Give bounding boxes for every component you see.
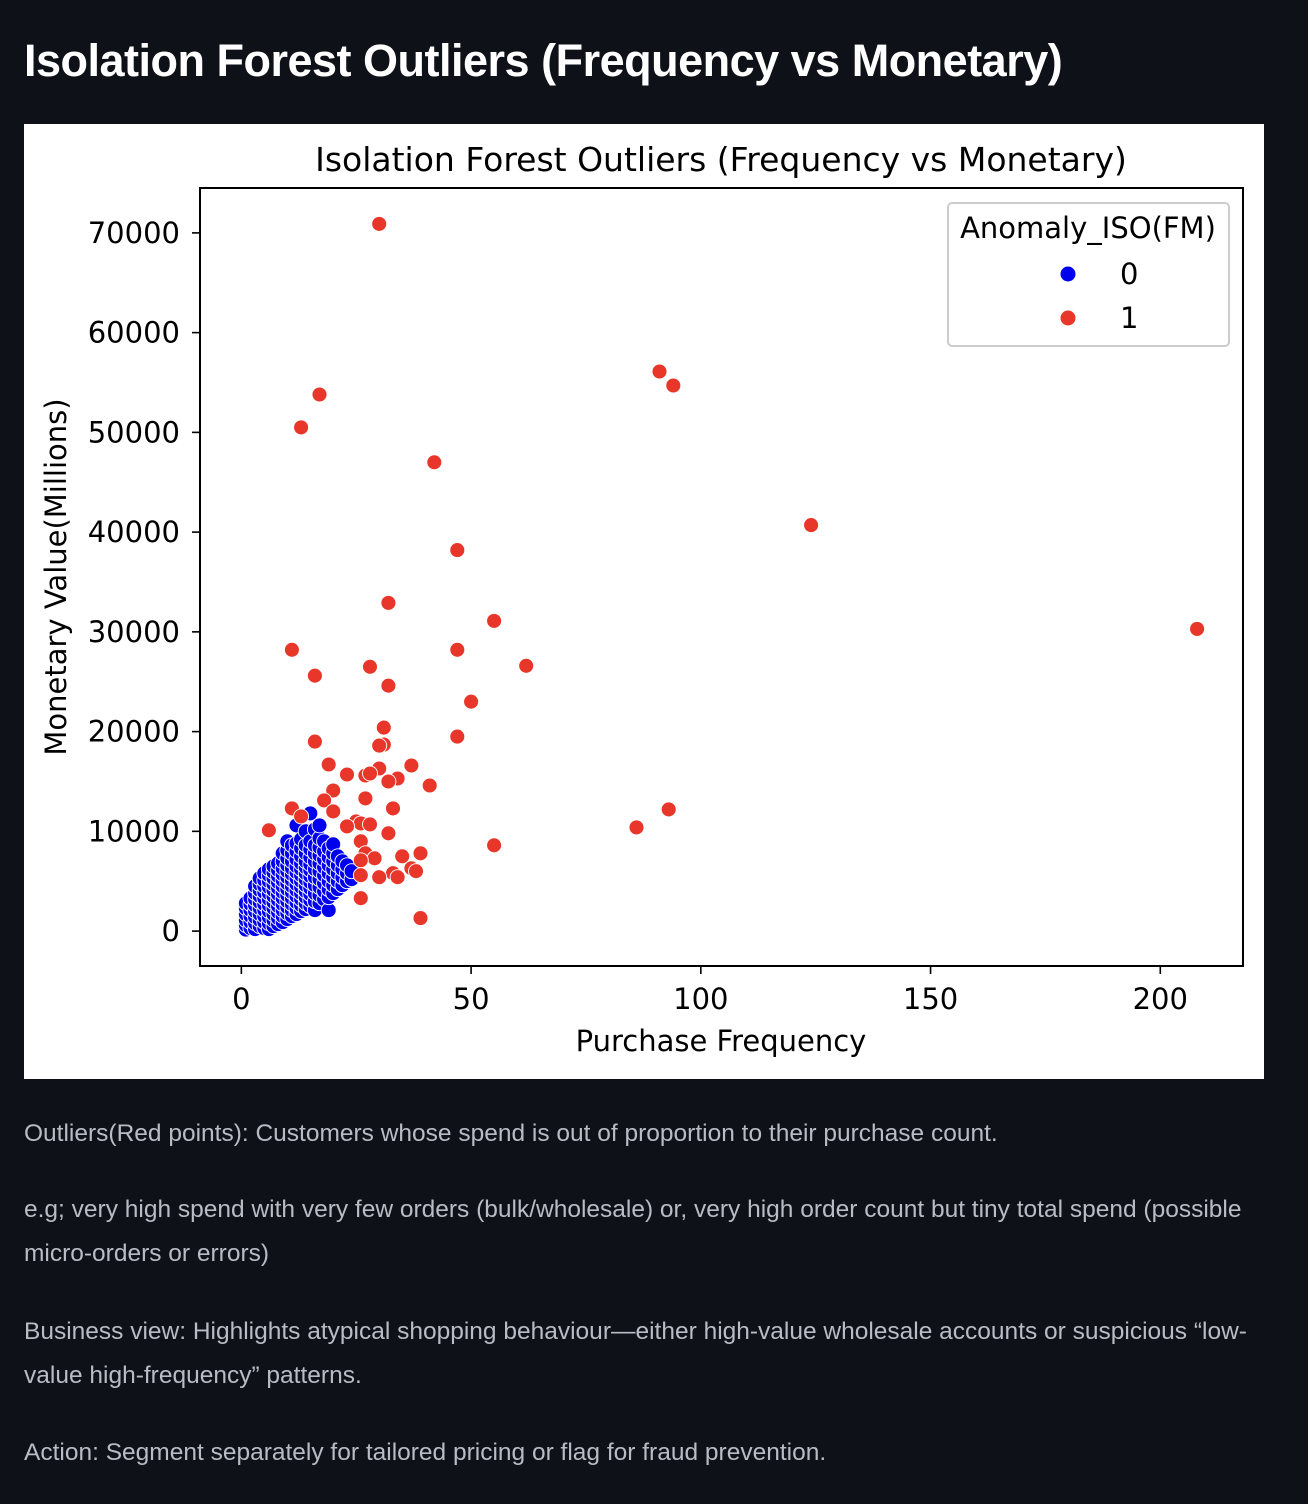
point-series1-55 [408, 863, 424, 880]
point-series1-36 [385, 800, 401, 817]
point-series1-9 [486, 612, 503, 629]
point-series1-46 [380, 825, 397, 842]
scatter-chart-figure: Isolation Forest Outliers (Frequency vs … [24, 124, 1264, 1079]
point-series1-0 [371, 215, 388, 232]
point-series1-2 [665, 377, 682, 394]
point-series1-52 [366, 850, 383, 867]
point-series1-20 [449, 728, 466, 745]
chart-title: Isolation Forest Outliers (Frequency vs … [315, 140, 1127, 179]
point-series1-8 [380, 594, 397, 611]
point-series1-16 [380, 677, 397, 694]
point-series1-6 [803, 517, 820, 534]
legend-marker-1 [1060, 310, 1076, 326]
point-series1-25 [339, 766, 355, 783]
point-series1-19 [306, 733, 323, 750]
x-axis-label: Purchase Frequency [576, 1024, 867, 1058]
point-series1-31 [421, 777, 438, 794]
point-series1-58 [371, 869, 388, 886]
y-tick-label-0: 0 [162, 914, 180, 948]
caption-business-view: Business view: Highlights atypical shopp… [24, 1318, 1247, 1389]
point-series1-44 [260, 822, 277, 839]
point-series1-50 [412, 845, 429, 862]
legend-box [947, 202, 1230, 347]
point-series1-61 [412, 910, 429, 927]
caption-outliers: Outliers(Red points): Customers whose sp… [24, 1120, 998, 1147]
point-series1-7 [449, 542, 466, 559]
legend-marker-0 [1060, 266, 1076, 282]
point-series1-51 [394, 848, 411, 865]
point-series1-5 [426, 454, 443, 471]
point-series1-1 [651, 363, 668, 380]
x-tick-label-150: 150 [903, 982, 958, 1016]
x-tick-label-100: 100 [673, 982, 728, 1016]
point-series1-22 [371, 737, 388, 754]
point-series1-14 [362, 658, 378, 675]
point-series1-57 [352, 867, 369, 884]
point-series1-12 [449, 641, 466, 658]
y-tick-label-60000: 60000 [88, 316, 180, 350]
ticks-layer: 0 50 100 150 200 0 10000 20000 30000 40000 50000 60… [88, 216, 1188, 1016]
point-series1-32 [325, 782, 342, 799]
legend-label-0: 0 [1120, 257, 1138, 291]
point-series1-48 [486, 837, 503, 854]
legend-label-1: 1 [1120, 301, 1138, 335]
legend: Anomaly_ISO(FM) 0 1 [947, 202, 1230, 347]
x-tick-label-50: 50 [453, 982, 490, 1016]
point-series1-3 [311, 386, 328, 403]
point-series1-34 [357, 790, 374, 807]
y-tick-label-20000: 20000 [88, 715, 180, 749]
y-tick-label-70000: 70000 [88, 216, 180, 250]
point-series1-11 [283, 641, 300, 658]
point-series1-42 [362, 816, 378, 833]
point-series1-38 [325, 803, 342, 820]
point-series1-18 [375, 719, 392, 736]
point-series1-10 [1189, 620, 1206, 637]
legend-title: Anomaly_ISO(FM) [960, 211, 1216, 245]
point-series1-23 [320, 756, 337, 773]
caption-action: Action: Segment separately for tailored … [24, 1439, 827, 1466]
y-tick-label-50000: 50000 [88, 415, 180, 449]
y-tick-label-40000: 40000 [88, 515, 180, 549]
points-layer [237, 215, 1206, 938]
point-series1-17 [463, 693, 480, 710]
point-series1-28 [362, 765, 378, 782]
caption-example: e.g; very high spend with very few order… [24, 1196, 1242, 1267]
x-tick-label-0: 0 [232, 982, 250, 1016]
point-series1-43 [339, 818, 355, 835]
point-series1-15 [306, 667, 323, 684]
scatter-chart: Isolation Forest Outliers (Frequency vs … [39, 140, 1244, 1058]
point-series1-39 [293, 808, 310, 825]
point-series1-13 [518, 657, 535, 674]
page-title: Isolation Forest Outliers (Frequency vs … [24, 35, 1063, 86]
x-tick-label-200: 200 [1133, 982, 1188, 1016]
y-axis-label: Monetary Value(Millions) [39, 398, 73, 755]
point-series1-45 [628, 819, 645, 836]
y-tick-label-30000: 30000 [88, 615, 180, 649]
point-series1-59 [389, 869, 406, 886]
point-series1-33 [316, 792, 333, 809]
point-series1-37 [660, 801, 677, 818]
point-series1-24 [403, 757, 420, 774]
point-series1-4 [293, 419, 310, 436]
point-series1-53 [352, 852, 369, 869]
point-series1-30 [380, 773, 397, 790]
point-series1-60 [352, 890, 369, 907]
point-series0-177 [311, 817, 328, 834]
y-tick-label-10000: 10000 [88, 814, 180, 848]
plot-frame [199, 187, 1244, 967]
